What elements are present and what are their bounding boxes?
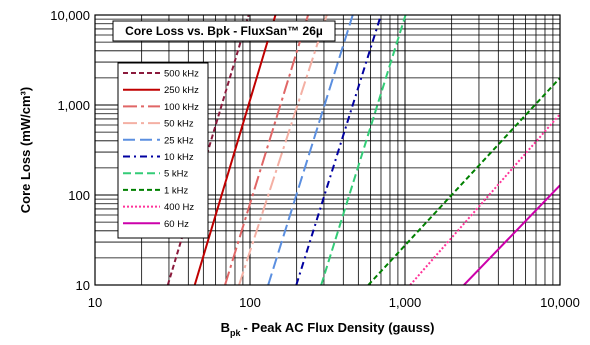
series-line-50-khz <box>238 15 328 285</box>
y-tick-label: 10 <box>76 278 90 293</box>
plot-area-frame <box>94 14 561 286</box>
legend-label: 100 kHz <box>164 102 199 113</box>
legend-label: 25 kHz <box>164 135 194 146</box>
chart-title-box <box>112 20 336 42</box>
chart-title: Core Loss vs. Bpk - FluxSan™ 26µ <box>125 24 323 38</box>
series-line-60-hz <box>463 184 560 285</box>
legend-label: 1 kHz <box>164 185 189 196</box>
legend-label: 400 Hz <box>164 202 194 213</box>
legend-label: 250 kHz <box>164 85 199 96</box>
x-tick-label: 10,000 <box>540 295 580 310</box>
legend-label: 50 kHz <box>164 119 194 130</box>
series-line-5-khz <box>320 15 407 285</box>
y-axis-title: Core Loss (mW/cm³) <box>18 87 33 213</box>
x-axis-title-subscript: pk <box>230 328 241 338</box>
series-line-250-khz <box>193 15 277 285</box>
series-line-100-khz <box>224 15 310 285</box>
series-line-400-hz <box>409 113 560 285</box>
y-tick-label: 10,000 <box>50 8 90 23</box>
x-axis-title-text: - Peak AC Flux Density (gauss) <box>243 320 434 335</box>
legend-label: 5 kHz <box>164 169 189 180</box>
series-line-10-khz <box>295 15 382 285</box>
x-axis-title-symbol: B <box>221 320 230 335</box>
legend: 500 kHz 250 kHz 100 kHz 50 kHz 25 kHz 10 kHz 5… <box>123 69 199 230</box>
x-tick-label: 10 <box>88 295 102 310</box>
legend-label: 500 kHz <box>164 69 199 80</box>
legend-label: 10 kHz <box>164 152 194 163</box>
x-tick-label: 1,000 <box>389 295 422 310</box>
x-tick-label: 100 <box>239 295 261 310</box>
y-tick-label: 1,000 <box>57 98 90 113</box>
series-line-1-khz <box>367 77 560 285</box>
x-axis-title: Bpk - Peak AC Flux Density (gauss) <box>221 320 435 338</box>
series-line-25-khz <box>267 15 354 285</box>
y-tick-label: 100 <box>68 188 90 203</box>
legend-label: 60 Hz <box>164 219 189 230</box>
axis-ticks: 10 100 1,000 10,000 10 100 1,000 10,000 <box>50 8 580 310</box>
legend-box <box>117 62 209 239</box>
